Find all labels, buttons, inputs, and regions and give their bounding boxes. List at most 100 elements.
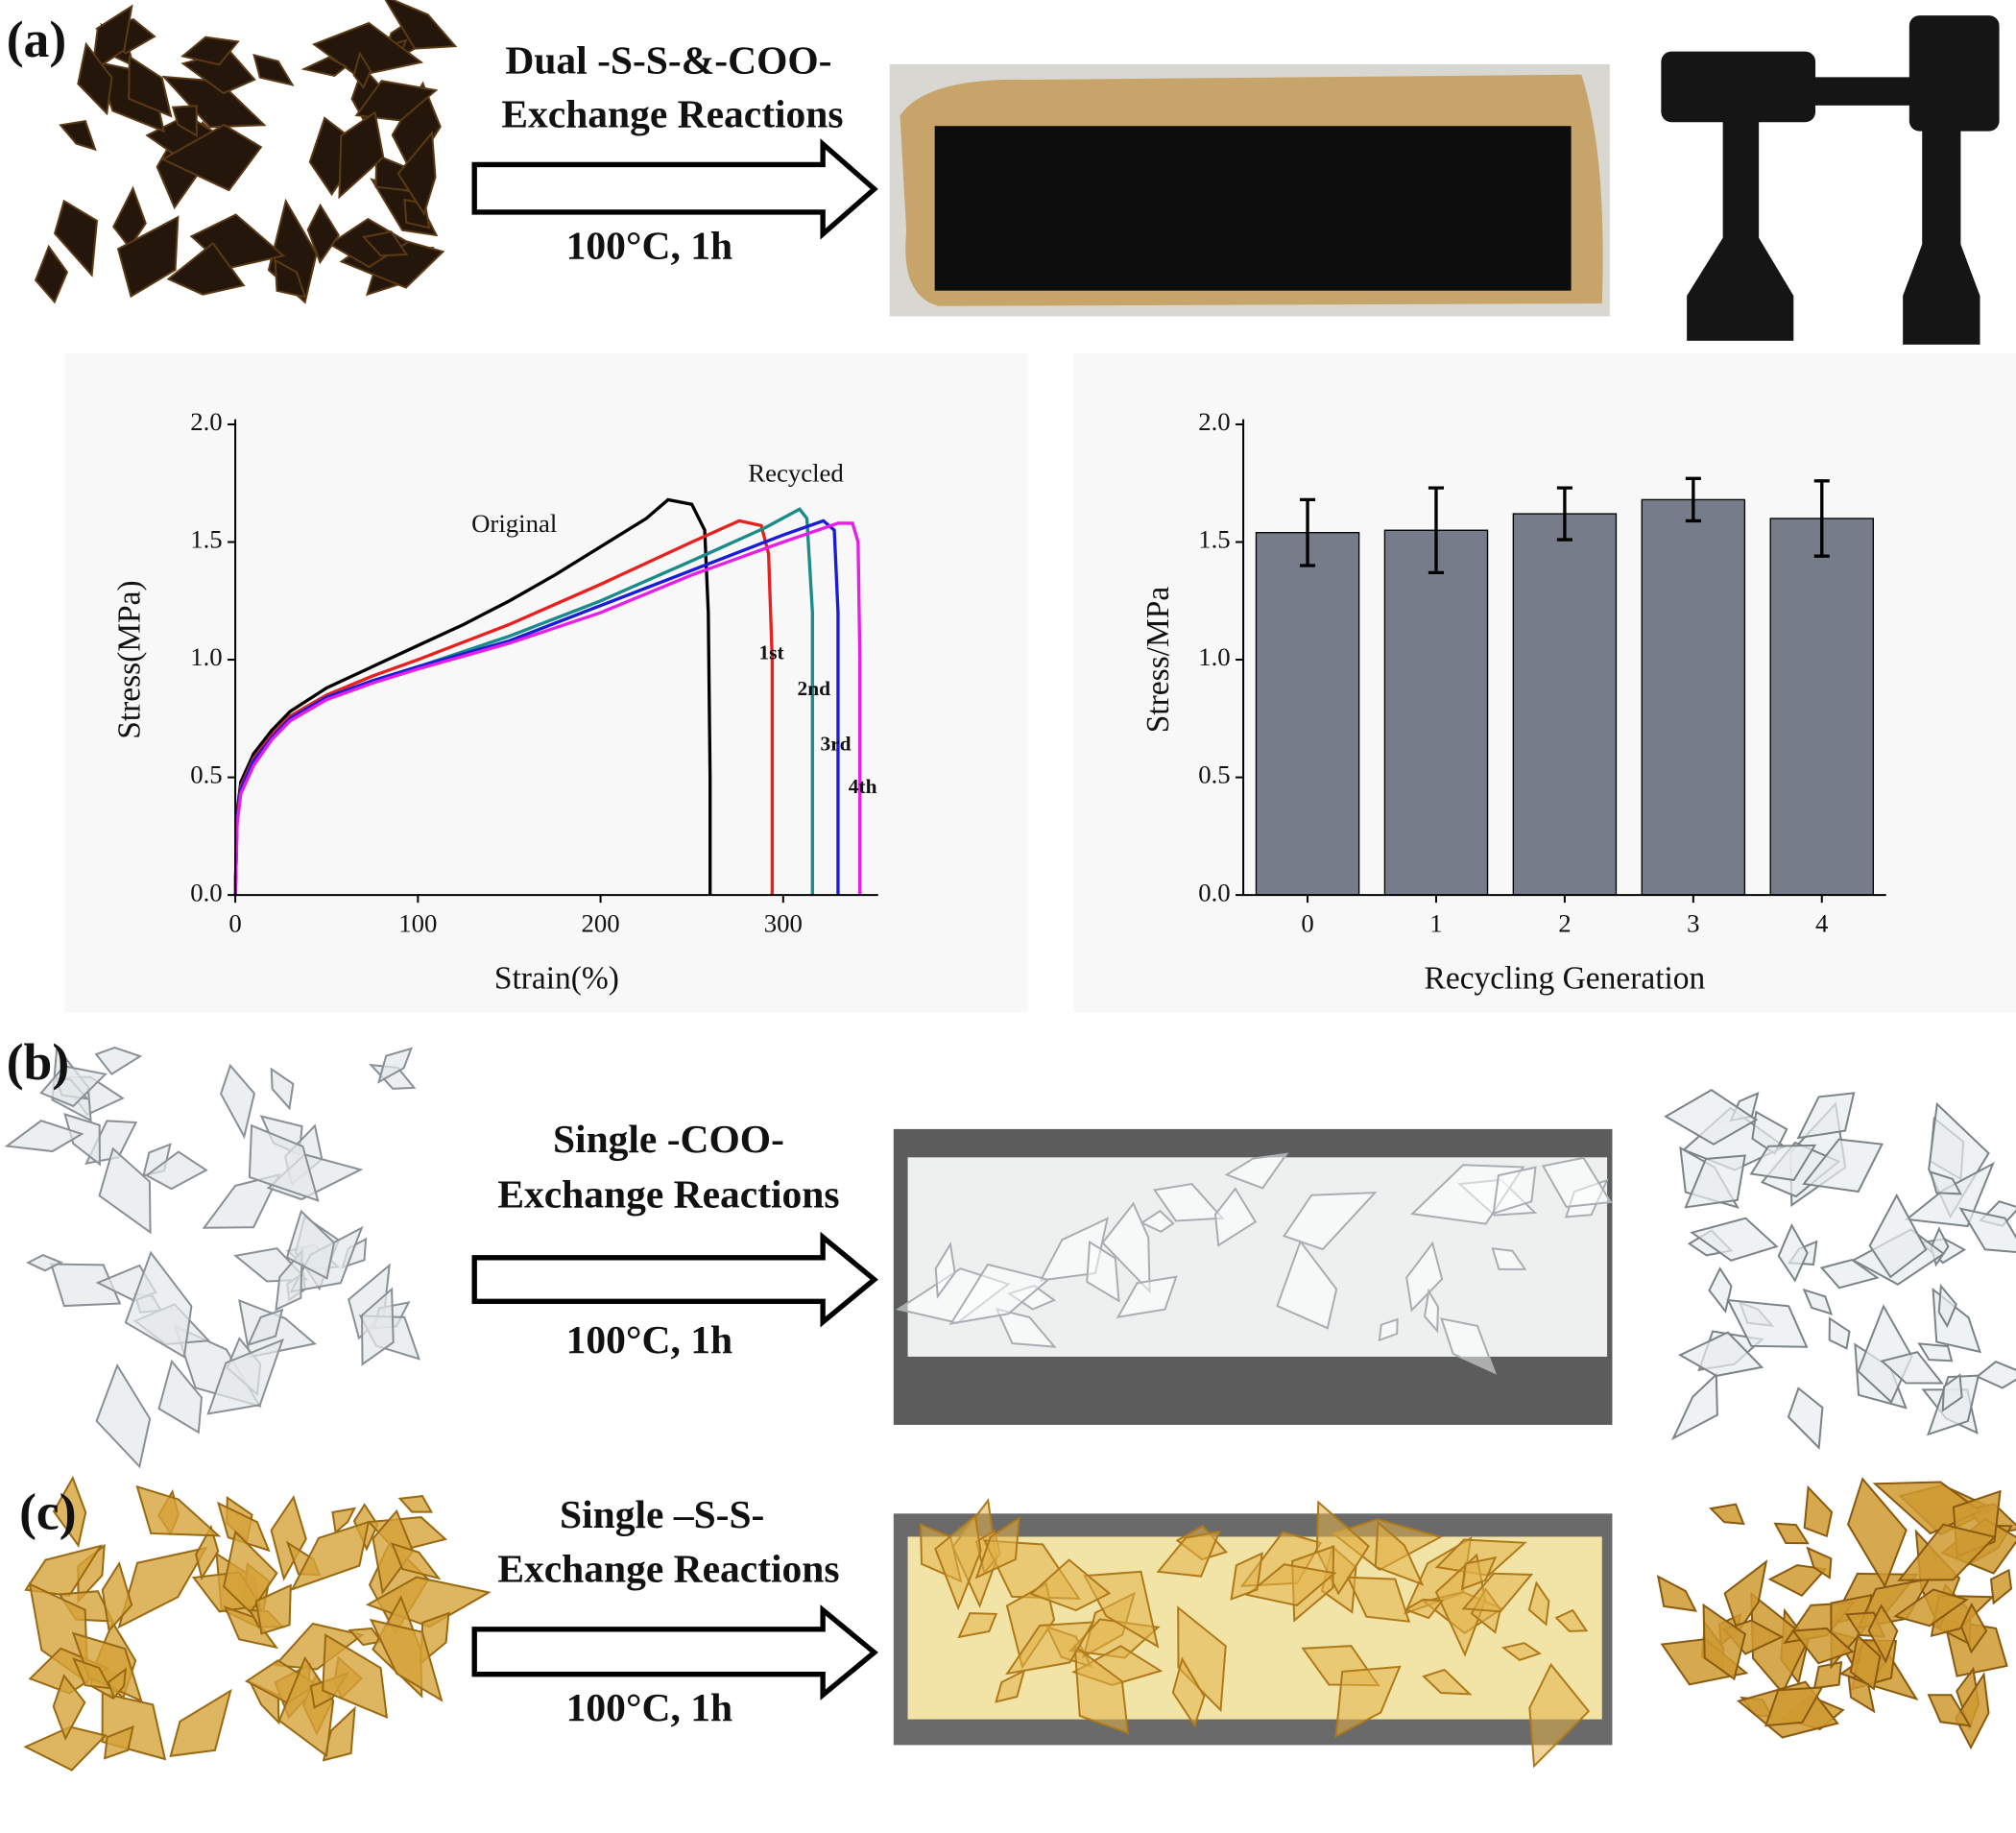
fragment	[1819, 1258, 1880, 1290]
fragment	[1140, 1209, 1175, 1233]
x-tick-label: 1	[1429, 908, 1442, 937]
fragment	[94, 1047, 143, 1075]
fragment	[1422, 1668, 1473, 1696]
fragment	[1897, 1523, 1997, 1581]
fragment	[169, 1688, 232, 1757]
fragment	[95, 1363, 152, 1469]
fragment	[1927, 1694, 1972, 1727]
curve	[233, 519, 840, 896]
y-tick-label: 0.5	[190, 760, 222, 789]
error-bar	[1428, 486, 1445, 575]
fragment	[1802, 1138, 1884, 1194]
x-tick-label: 100	[398, 908, 437, 937]
fragment	[1500, 1642, 1543, 1661]
bar	[1512, 513, 1618, 896]
fragment	[354, 80, 439, 122]
y-tick-label: 2.0	[1198, 407, 1230, 436]
fragment	[24, 1544, 104, 1597]
chart-background	[63, 353, 1029, 1013]
fragment	[1213, 1187, 1258, 1247]
fragment	[1690, 1217, 1779, 1262]
curve-label: 2nd	[798, 677, 831, 700]
fragment	[124, 1250, 193, 1359]
x-tick-label: 4	[1815, 908, 1828, 937]
fragment	[248, 1123, 320, 1202]
fragment	[195, 1524, 220, 1580]
fragment	[101, 1560, 133, 1633]
fragment	[1491, 1247, 1527, 1270]
fragment	[4, 1120, 84, 1153]
fragment	[1709, 1503, 1745, 1526]
y-tick-label: 1.0	[190, 642, 222, 671]
fragment	[934, 1242, 956, 1299]
fragment	[1917, 1342, 1954, 1363]
fragment	[331, 1507, 357, 1534]
fragment	[384, 0, 458, 50]
curve	[233, 497, 712, 896]
fragments	[4, 0, 2016, 1772]
fragment	[338, 110, 385, 200]
fragment	[1929, 1170, 1962, 1195]
curve-label: Original	[471, 509, 557, 538]
fragment	[1086, 1240, 1120, 1303]
fragment	[1405, 1241, 1444, 1313]
fragment	[90, 4, 133, 74]
y-axis-label: Stress/MPa	[1140, 587, 1176, 734]
fragment	[1787, 1387, 1824, 1450]
y-tick-label: 0.5	[1198, 760, 1230, 789]
reaction-text: Exchange Reactions	[497, 1172, 839, 1217]
fragment	[1670, 1372, 1718, 1441]
y-tick-label: 2.0	[190, 407, 222, 436]
reaction-text: Single –S-S-	[560, 1492, 764, 1536]
fragment	[1177, 1605, 1227, 1713]
fragment	[275, 1248, 303, 1312]
x-tick-label: 0	[1301, 908, 1313, 937]
fragment	[52, 1475, 87, 1548]
error-bar	[1685, 476, 1701, 523]
fragment	[171, 105, 198, 138]
fragment	[39, 1065, 108, 1108]
fragment	[1803, 1484, 1834, 1538]
fragment	[274, 258, 307, 299]
fragment	[246, 1308, 284, 1347]
bar	[1641, 498, 1746, 896]
fragment	[1440, 1317, 1497, 1375]
fragment	[322, 1633, 389, 1720]
fragment	[112, 185, 147, 250]
fragment	[995, 1669, 1026, 1703]
fragment	[77, 41, 113, 116]
bar	[1383, 529, 1489, 896]
fragment	[1847, 1675, 1876, 1714]
fragment	[1244, 1563, 1337, 1607]
x-tick-label: 2	[1558, 908, 1571, 937]
fragment	[1773, 1522, 1810, 1545]
fragment	[220, 1063, 256, 1140]
x-tick-label: 300	[764, 908, 803, 937]
x-tick-label: 0	[228, 908, 241, 937]
fragment	[974, 1516, 1020, 1580]
fragment	[1867, 1604, 1899, 1664]
fragment	[180, 36, 240, 66]
arrows	[471, 138, 878, 1700]
fragment	[1460, 1556, 1498, 1591]
fragment	[1423, 1288, 1440, 1334]
fragment	[1975, 1361, 2016, 1389]
fragment	[1527, 1580, 1550, 1627]
fragment	[1941, 1373, 1963, 1413]
fragment	[160, 123, 263, 192]
photo-dogbones	[1661, 15, 2000, 345]
fragment	[1828, 1316, 1851, 1350]
fragment	[957, 1612, 998, 1639]
annotation: Recycled	[748, 459, 844, 488]
panel-label: (b)	[7, 1033, 69, 1091]
fragment	[1282, 1192, 1378, 1251]
fragment	[300, 56, 348, 77]
fragment	[306, 203, 340, 265]
curve-label: 1st	[758, 641, 784, 664]
fragment	[98, 1146, 152, 1235]
fragment	[1702, 1603, 1746, 1681]
fragment	[397, 1495, 434, 1513]
bar	[1769, 518, 1875, 896]
fragment	[1764, 1686, 1824, 1727]
fragment	[1404, 1598, 1445, 1620]
